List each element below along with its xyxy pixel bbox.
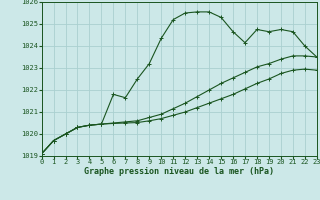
X-axis label: Graphe pression niveau de la mer (hPa): Graphe pression niveau de la mer (hPa) — [84, 167, 274, 176]
